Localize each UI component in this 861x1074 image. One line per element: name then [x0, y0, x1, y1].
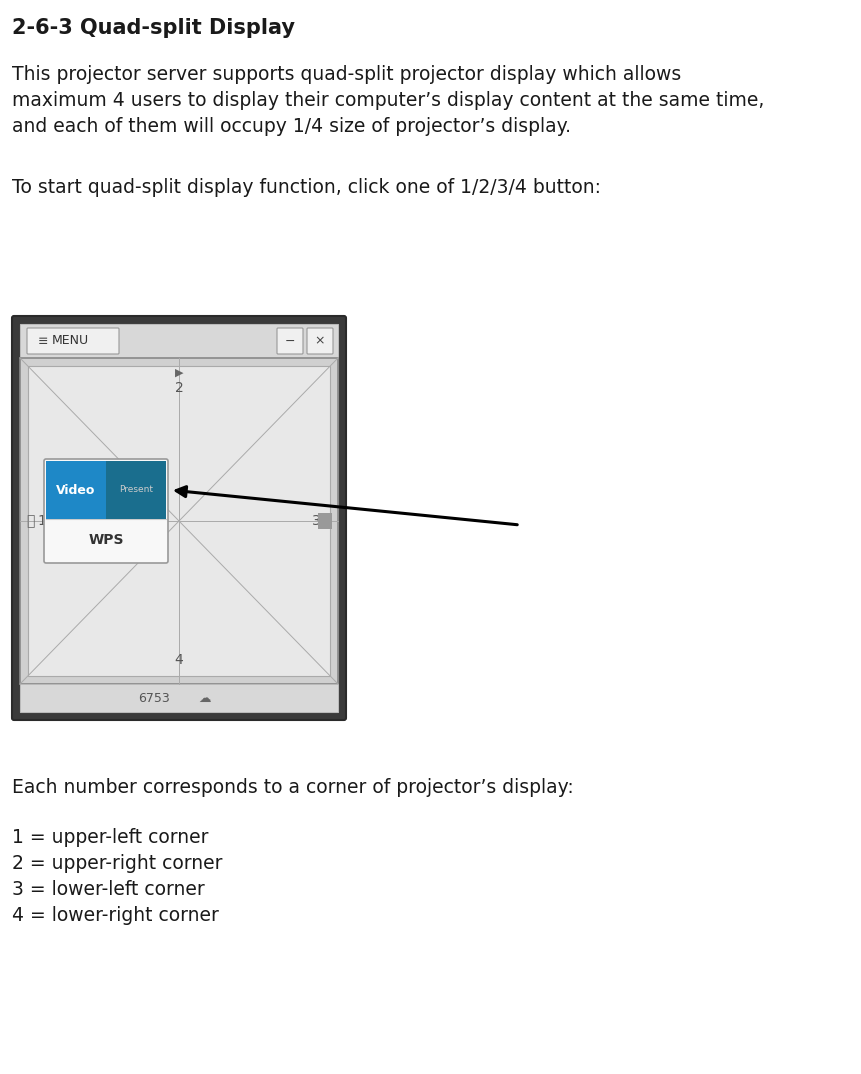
Text: 2: 2 — [175, 381, 183, 395]
Text: To start quad-split display function, click one of 1/2/3/4 button:: To start quad-split display function, cl… — [12, 178, 600, 197]
Bar — [28, 366, 330, 676]
Text: ⎉: ⎉ — [26, 514, 34, 528]
FancyBboxPatch shape — [27, 328, 119, 354]
Text: −: − — [284, 334, 295, 348]
Text: 1 = upper-left corner: 1 = upper-left corner — [12, 828, 208, 847]
Bar — [46, 461, 106, 519]
Text: Present: Present — [119, 485, 152, 494]
Bar — [106, 461, 166, 519]
Text: 3: 3 — [312, 514, 320, 528]
Text: ☁: ☁ — [198, 692, 210, 705]
Text: Each number corresponds to a corner of projector’s display:: Each number corresponds to a corner of p… — [12, 778, 573, 797]
Text: This projector server supports quad-split projector display which allows: This projector server supports quad-spli… — [12, 66, 680, 84]
Text: maximum 4 users to display their computer’s display content at the same time,: maximum 4 users to display their compute… — [12, 91, 764, 110]
Bar — [20, 358, 338, 684]
Text: ▶: ▶ — [175, 368, 183, 378]
Text: ×: × — [314, 334, 325, 348]
Bar — [20, 324, 338, 358]
Bar — [20, 684, 338, 712]
FancyBboxPatch shape — [12, 316, 345, 720]
Text: 4 = lower-right corner: 4 = lower-right corner — [12, 906, 219, 925]
FancyBboxPatch shape — [276, 328, 303, 354]
Text: 2-6-3 Quad-split Display: 2-6-3 Quad-split Display — [12, 18, 294, 38]
FancyBboxPatch shape — [307, 328, 332, 354]
Text: 4: 4 — [175, 653, 183, 667]
Text: 1: 1 — [38, 514, 46, 528]
Text: Video: Video — [56, 483, 96, 496]
Bar — [20, 324, 338, 712]
FancyBboxPatch shape — [44, 459, 168, 563]
Text: ≡: ≡ — [38, 334, 48, 348]
Text: MENU: MENU — [52, 334, 89, 348]
Text: 6753: 6753 — [138, 692, 170, 705]
Text: WPS: WPS — [88, 533, 124, 547]
Text: 2 = upper-right corner: 2 = upper-right corner — [12, 854, 222, 873]
Bar — [318, 513, 331, 529]
Text: 3 = lower-left corner: 3 = lower-left corner — [12, 880, 205, 899]
Text: and each of them will occupy 1/4 size of projector’s display.: and each of them will occupy 1/4 size of… — [12, 117, 570, 136]
